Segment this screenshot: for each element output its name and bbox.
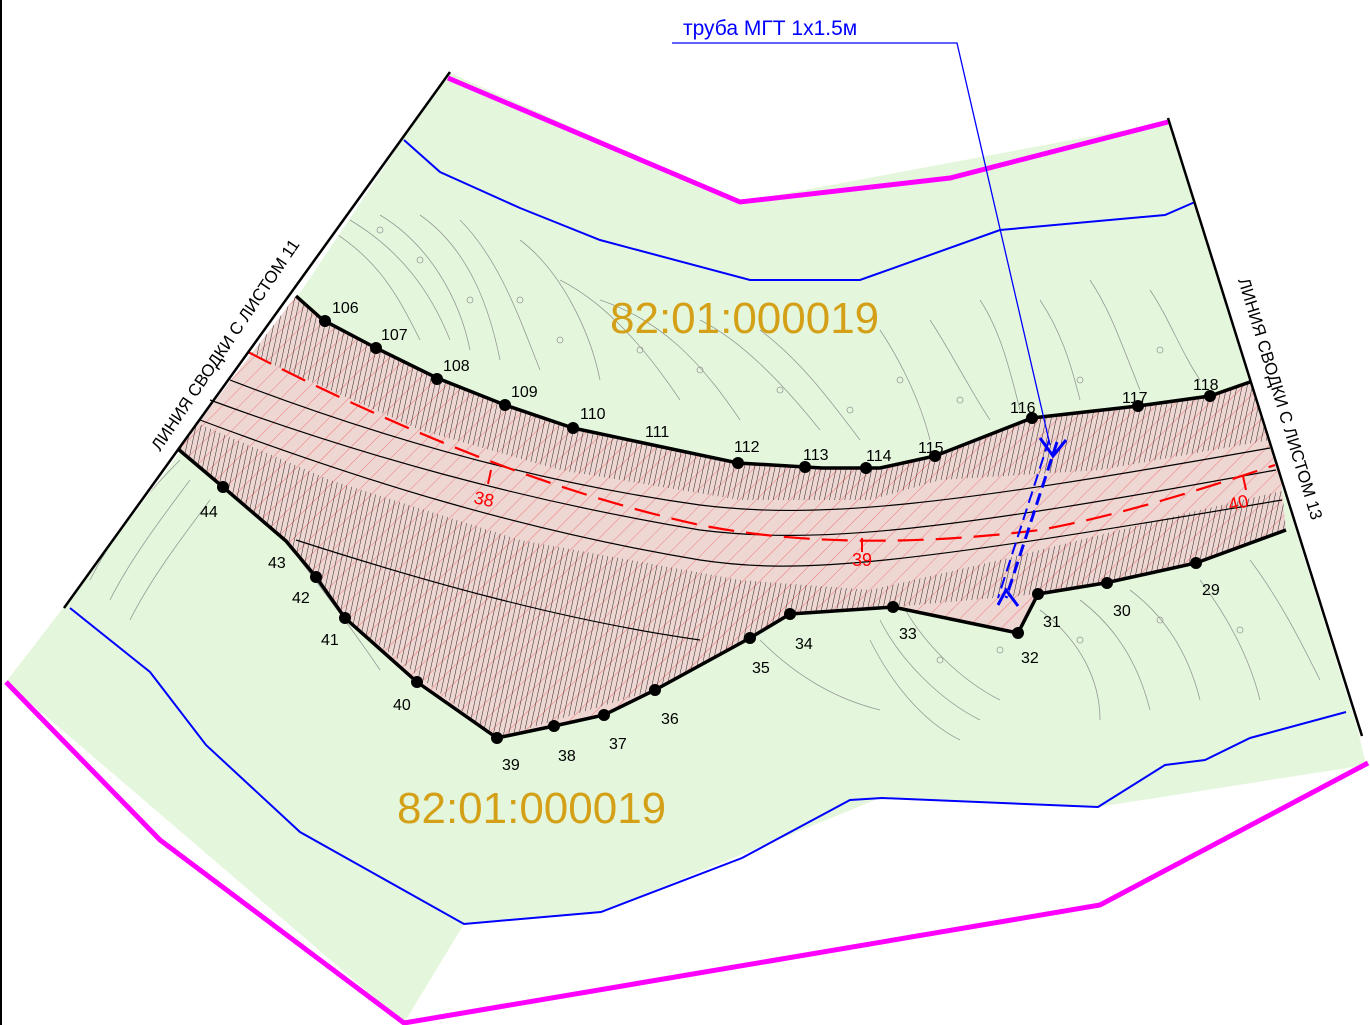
survey-point: 107 (370, 327, 408, 354)
survey-point: 37 (598, 709, 627, 753)
svg-text:108: 108 (443, 358, 470, 375)
survey-point: 39 (491, 732, 520, 774)
station-label: 39 (852, 550, 872, 570)
station-label: 40 (1226, 491, 1250, 515)
svg-text:113: 113 (803, 447, 829, 464)
road-axis (247, 351, 1276, 542)
svg-text:42: 42 (292, 590, 310, 607)
svg-text:41: 41 (321, 632, 339, 649)
allotment-boundary (176, 294, 1287, 740)
survey-point: 118 (1193, 377, 1219, 402)
survey-point: 44 (200, 481, 229, 521)
survey-point: 35 (744, 632, 770, 677)
points-top: 106 107 108 109 110 111 112 113 114 115 … (319, 300, 1219, 474)
survey-point: 114 (860, 448, 892, 474)
svg-text:38: 38 (558, 748, 576, 765)
slope-lower (178, 420, 1286, 738)
water-line-top (403, 139, 1196, 281)
survey-point: 33 (887, 601, 917, 643)
survey-point: 115 (918, 440, 944, 462)
station-label: 38 (472, 487, 496, 511)
survey-point: 108 (431, 358, 470, 385)
pipe-leader-line (672, 42, 1051, 446)
survey-point: 113 (799, 447, 829, 473)
survey-point: 111 (645, 424, 669, 441)
survey-point: 109 (499, 384, 538, 411)
survey-point: 30 (1101, 577, 1131, 620)
svg-text:37: 37 (609, 736, 627, 753)
pipe-label: труба МГТ 1х1.5м (683, 17, 857, 40)
cadastral-number-top: 82:01:000019 (610, 294, 879, 343)
survey-point: 38 (548, 720, 576, 765)
survey-point: 117 (1122, 390, 1148, 412)
svg-text:35: 35 (752, 660, 770, 677)
svg-text:44: 44 (200, 504, 218, 521)
survey-point: 42 (292, 571, 322, 607)
contour-lines (89, 214, 1321, 741)
svg-text:107: 107 (381, 327, 408, 344)
svg-text:30: 30 (1113, 603, 1131, 620)
survey-dots (376, 226, 1244, 664)
station-tick (1242, 475, 1247, 491)
boundary-bottom (4, 680, 1370, 1025)
survey-point: 34 (784, 608, 813, 653)
station-tick (487, 469, 492, 485)
cadastral-number-bottom: 82:01:000019 (397, 784, 666, 833)
svg-text:114: 114 (866, 448, 892, 465)
sheet-line-right (1166, 117, 1364, 737)
svg-text:29: 29 (1202, 582, 1220, 599)
pipe-crossing-icon (996, 437, 1068, 607)
survey-point: 43 (268, 555, 286, 572)
svg-text:117: 117 (1122, 390, 1148, 407)
survey-point: 112 (732, 439, 760, 469)
svg-text:106: 106 (332, 300, 359, 317)
svg-text:111: 111 (645, 424, 669, 441)
svg-text:31: 31 (1043, 614, 1061, 631)
survey-point: 40 (393, 676, 423, 714)
points-bottom: 29 30 31 32 33 34 35 36 37 38 39 40 41 4… (200, 481, 1220, 774)
svg-text:43: 43 (268, 555, 286, 572)
svg-text:118: 118 (1193, 377, 1219, 394)
sheet-line-left (62, 71, 452, 609)
svg-text:112: 112 (734, 439, 760, 456)
svg-text:115: 115 (918, 440, 944, 457)
slope-upper (240, 296, 1270, 500)
svg-text:34: 34 (795, 636, 813, 653)
svg-text:109: 109 (511, 384, 538, 401)
svg-text:110: 110 (580, 406, 606, 423)
svg-text:40: 40 (393, 697, 411, 714)
water-line-bottom (69, 607, 1347, 926)
svg-text:32: 32 (1021, 650, 1039, 667)
survey-point: 32 (1012, 627, 1039, 667)
svg-text:116: 116 (1010, 400, 1036, 417)
survey-point: 41 (321, 612, 351, 649)
survey-point: 36 (649, 684, 679, 728)
survey-point: 106 (319, 300, 359, 327)
survey-point: 29 (1190, 557, 1220, 599)
road-edges (199, 379, 1283, 641)
survey-point: 31 (1032, 588, 1061, 631)
survey-point: 110 (567, 406, 606, 434)
boundary-top (447, 75, 1169, 205)
svg-text:39: 39 (502, 757, 520, 774)
survey-point: 116 (1010, 400, 1038, 424)
svg-text:33: 33 (899, 626, 917, 643)
svg-text:36: 36 (661, 711, 679, 728)
